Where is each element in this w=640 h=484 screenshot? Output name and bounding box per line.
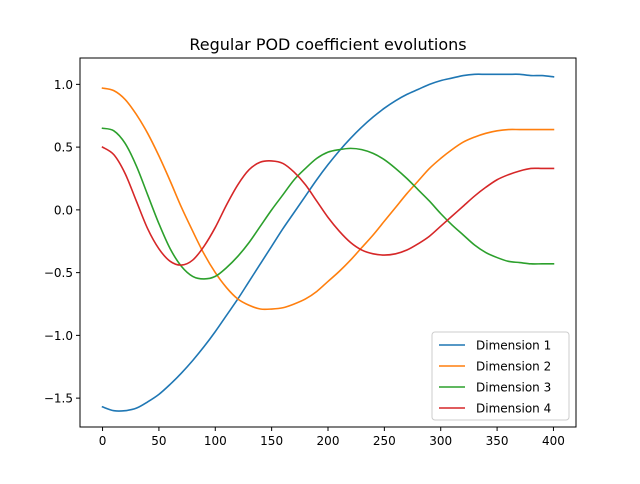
legend: Dimension 1 Dimension 2 Dimension 3 Dimensi…	[431, 331, 570, 421]
y-tick-label: −1.5	[44, 392, 73, 406]
x-tick-label: 350	[486, 434, 509, 448]
chart-title: Regular POD coefficient evolutions	[189, 35, 466, 54]
y-tick-label: −1.0	[44, 329, 73, 343]
legend-item-dimension-2: Dimension 2	[439, 360, 551, 374]
y-tick-label: 0.5	[54, 141, 73, 155]
legend-label: Dimension 2	[476, 360, 551, 374]
x-tick-label: 250	[373, 434, 396, 448]
x-tick-label: 50	[151, 434, 166, 448]
x-tick-label: 100	[204, 434, 227, 448]
legend-item-dimension-3: Dimension 3	[439, 381, 551, 395]
legend-item-dimension-1: Dimension 1	[439, 339, 551, 353]
y-tick-label: 0.0	[54, 203, 73, 217]
series-line-dimension-1	[101, 73, 555, 412]
series-line-dimension-4	[101, 145, 555, 266]
legend-label: Dimension 4	[476, 402, 551, 416]
series-line-dimension-2	[101, 87, 555, 311]
y-tick-label: −0.5	[44, 266, 73, 280]
x-tick-label: 400	[542, 434, 565, 448]
x-tick-label: 200	[317, 434, 340, 448]
legend-box	[431, 331, 570, 421]
y-tick-label: 1.0	[54, 78, 73, 92]
x-axis: 0 50 100 150 200 250 300 350 400	[99, 427, 565, 448]
plot-area	[101, 73, 555, 412]
legend-label: Dimension 1	[476, 339, 551, 353]
x-tick-label: 300	[429, 434, 452, 448]
axes-frame	[79, 57, 577, 428]
y-axis: −1.5 −1.0 −0.5 0.0 0.5 1.0	[44, 78, 80, 406]
x-tick-label: 0	[99, 434, 107, 448]
legend-item-dimension-4: Dimension 4	[439, 402, 551, 416]
legend-label: Dimension 3	[476, 381, 551, 395]
x-tick-label: 150	[260, 434, 283, 448]
series-line-dimension-3	[101, 127, 555, 280]
